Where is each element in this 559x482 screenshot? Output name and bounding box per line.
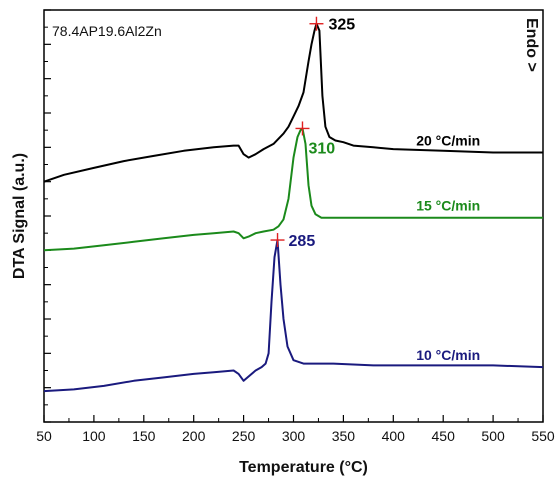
peak-value-label: 310: [308, 140, 335, 157]
dta-curve: [43, 127, 543, 252]
peak-value-label: 285: [289, 233, 316, 250]
series-lines: [43, 22, 544, 393]
dta-curve: [43, 239, 544, 393]
x-tick-label: 200: [182, 428, 206, 444]
peak-markers: 325 310 285: [270, 16, 355, 250]
x-tick-label: 500: [481, 428, 505, 444]
sample-label: 78.4AP19.6Al2Zn: [52, 23, 162, 39]
x-tick-label: 400: [382, 428, 406, 444]
series-rate-label: 20 °C/min: [416, 132, 480, 148]
x-tick-label: 150: [132, 428, 156, 444]
peak-value-label: 325: [328, 17, 355, 34]
x-axis-ticks: 50 100 150 200 250 300 350 400 450 500 550: [36, 415, 555, 444]
x-tick-label: 250: [232, 428, 256, 444]
endo-direction-label: Endo >: [523, 18, 540, 72]
dta-curve: [43, 22, 543, 183]
x-tick-label: 300: [282, 428, 306, 444]
x-tick-label: 50: [36, 428, 52, 444]
series-rate-label: 15 °C/min: [416, 198, 480, 214]
x-tick-label: 100: [82, 428, 106, 444]
x-tick-label: 550: [531, 428, 555, 444]
x-tick-label: 450: [432, 428, 456, 444]
x-tick-label: 350: [332, 428, 356, 444]
series-labels: 20 °C/min 15 °C/min 10 °C/min: [416, 132, 480, 363]
y-axis-title: DTA Signal (a.u.): [11, 153, 28, 279]
y-axis-ticks: [44, 9, 51, 423]
x-axis-title: Temperature (°C): [239, 459, 368, 476]
series-rate-label: 10 °C/min: [416, 347, 480, 363]
